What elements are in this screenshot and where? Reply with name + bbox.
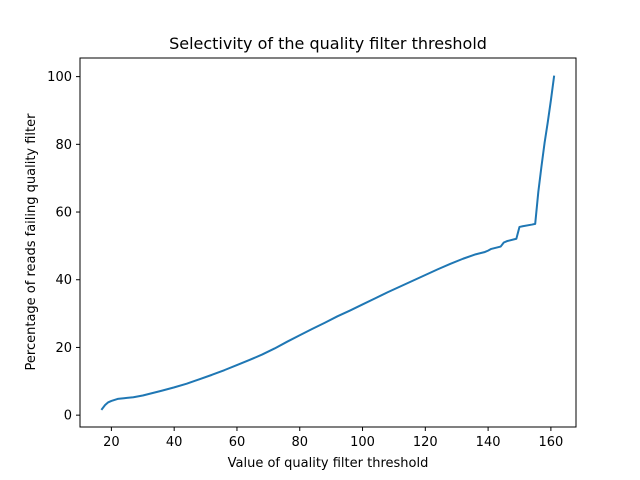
x-tick-label: 160 <box>538 435 563 450</box>
x-axis-label: Value of quality filter threshold <box>228 456 429 471</box>
y-tick-label: 20 <box>55 341 72 356</box>
x-tick-label: 120 <box>413 435 438 450</box>
plot-area: 20 40 60 80 100 120 140 160 0 20 40 60 80 100 <box>47 57 577 450</box>
x-tick-label: 80 <box>291 435 308 450</box>
y-axis-label: Percentage of reads failing quality filt… <box>24 113 39 371</box>
x-tick-label: 40 <box>166 435 183 450</box>
chart-title: Selectivity of the quality filter thresh… <box>169 34 487 53</box>
x-tick-label: 100 <box>350 435 375 450</box>
y-tick-label: 100 <box>47 70 72 85</box>
x-tick-label: 140 <box>476 435 501 450</box>
y-tick-label: 40 <box>55 273 72 288</box>
series-line-0 <box>100 75 556 411</box>
plot-frame <box>79 57 577 428</box>
y-tick-label: 60 <box>55 206 72 221</box>
y-tick-label: 0 <box>64 409 72 424</box>
y-tick-label: 80 <box>55 138 72 153</box>
x-tick-label: 60 <box>229 435 246 450</box>
x-tick-label: 20 <box>103 435 120 450</box>
